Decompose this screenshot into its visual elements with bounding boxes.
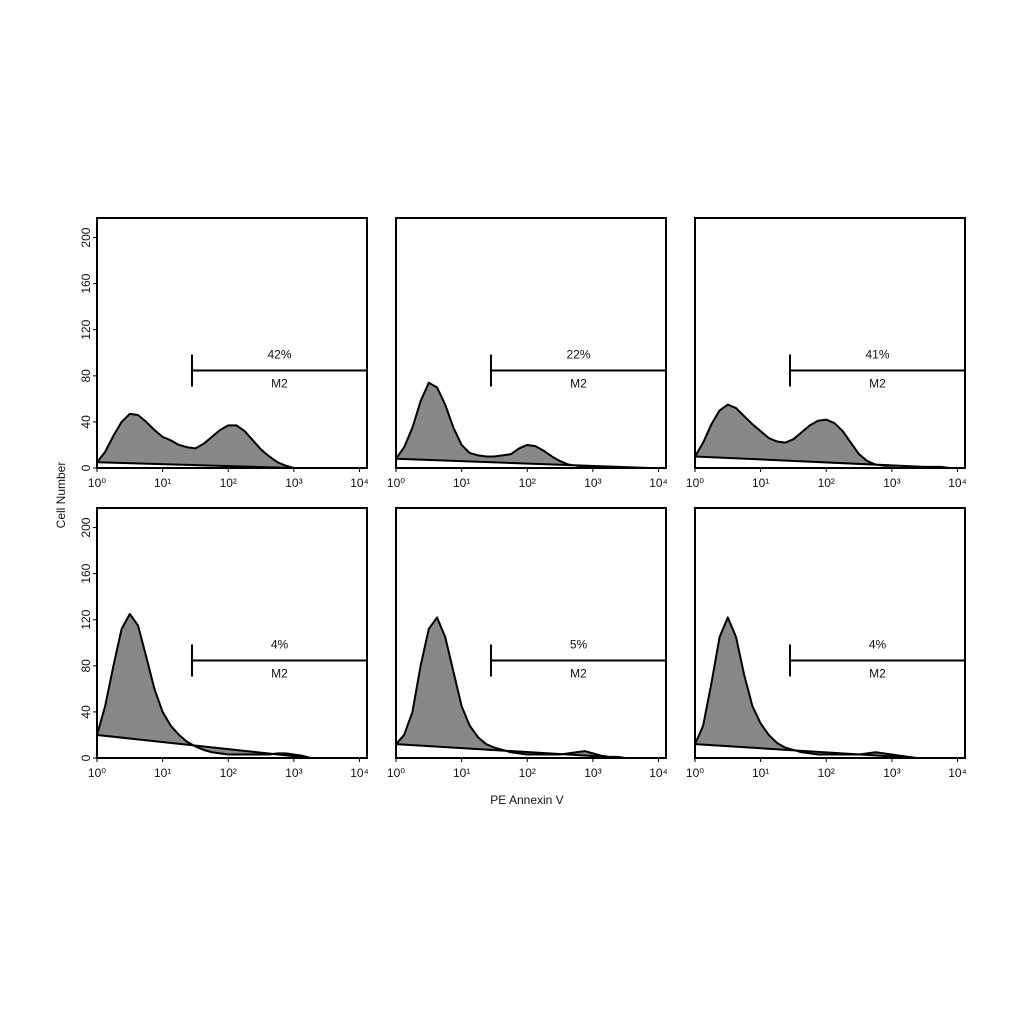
x-tick-label: 10⁰ bbox=[387, 766, 405, 780]
y-tick-label: 200 bbox=[79, 227, 93, 247]
x-tick-label: 10⁴ bbox=[649, 476, 668, 490]
x-tick-label: 10⁰ bbox=[686, 766, 704, 780]
panel-frame bbox=[96, 217, 368, 469]
x-tick-label: 10⁰ bbox=[686, 476, 704, 490]
gate-percent: 4% bbox=[869, 638, 887, 652]
x-tick-label: 10⁰ bbox=[88, 476, 106, 490]
panel-frame bbox=[694, 217, 966, 469]
x-tick-label: 10² bbox=[818, 766, 835, 780]
x-tick-label: 10¹ bbox=[154, 476, 171, 490]
gate-label: M2 bbox=[271, 377, 288, 391]
y-tick-label: 120 bbox=[79, 319, 93, 339]
x-tick-label: 10¹ bbox=[453, 476, 470, 490]
histogram bbox=[395, 616, 627, 759]
gate-percent: 42% bbox=[267, 348, 291, 362]
gate-label: M2 bbox=[869, 377, 886, 391]
panel-frame bbox=[96, 507, 368, 759]
y-tick-label: 200 bbox=[79, 517, 93, 537]
gate-label: M2 bbox=[869, 667, 886, 681]
histogram bbox=[694, 616, 918, 759]
gate-label: M2 bbox=[570, 377, 587, 391]
x-tick-label: 10⁴ bbox=[350, 766, 369, 780]
x-tick-label: 10⁴ bbox=[948, 476, 967, 490]
gate-percent: 41% bbox=[865, 348, 889, 362]
x-tick-label: 10⁴ bbox=[649, 766, 668, 780]
x-tick-label: 10³ bbox=[883, 766, 900, 780]
x-tick-label: 10³ bbox=[584, 476, 601, 490]
x-tick-label: 10³ bbox=[285, 476, 302, 490]
x-tick-label: 10¹ bbox=[752, 476, 769, 490]
y-tick-label: 0 bbox=[79, 464, 93, 471]
x-tick-label: 10³ bbox=[285, 766, 302, 780]
x-tick-label: 10⁰ bbox=[88, 766, 106, 780]
y-tick-label: 80 bbox=[79, 659, 93, 673]
panel-frame bbox=[694, 507, 966, 759]
gate-percent: 22% bbox=[566, 348, 590, 362]
x-axis-label: PE Annexin V bbox=[490, 793, 563, 807]
gate-percent: 5% bbox=[570, 638, 588, 652]
histogram bbox=[694, 403, 951, 469]
x-tick-label: 10³ bbox=[883, 476, 900, 490]
x-tick-label: 10¹ bbox=[752, 766, 769, 780]
x-tick-label: 10¹ bbox=[154, 766, 171, 780]
x-tick-label: 10² bbox=[818, 476, 835, 490]
histogram bbox=[96, 412, 295, 469]
histogram bbox=[96, 612, 312, 759]
x-tick-label: 10³ bbox=[584, 766, 601, 780]
y-tick-label: 120 bbox=[79, 609, 93, 629]
x-tick-label: 10⁴ bbox=[350, 476, 369, 490]
x-tick-label: 10² bbox=[220, 766, 237, 780]
y-tick-label: 0 bbox=[79, 754, 93, 761]
x-tick-label: 10¹ bbox=[453, 766, 470, 780]
y-tick-label: 40 bbox=[79, 415, 93, 429]
x-tick-label: 10² bbox=[220, 476, 237, 490]
gate-label: M2 bbox=[271, 667, 288, 681]
y-tick-label: 160 bbox=[79, 273, 93, 293]
y-tick-label: 40 bbox=[79, 705, 93, 719]
x-tick-label: 10⁰ bbox=[387, 476, 405, 490]
panel-frame bbox=[395, 507, 667, 759]
y-axis-label: Cell Number bbox=[54, 462, 68, 529]
x-tick-label: 10² bbox=[519, 476, 536, 490]
y-tick-label: 160 bbox=[79, 563, 93, 583]
x-tick-label: 10⁴ bbox=[948, 766, 967, 780]
y-tick-label: 80 bbox=[79, 369, 93, 383]
x-tick-label: 10² bbox=[519, 766, 536, 780]
panel-frame bbox=[395, 217, 667, 469]
gate-label: M2 bbox=[570, 667, 587, 681]
gate-percent: 4% bbox=[271, 638, 289, 652]
